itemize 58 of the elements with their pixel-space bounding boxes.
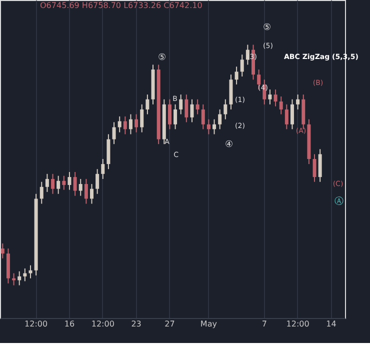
text: O6745.69 H6758.70 L6733.26 C6742.10 bbox=[40, 1, 202, 10]
candlestick bbox=[234, 66, 238, 85]
annotation: ⑤ bbox=[158, 53, 166, 63]
candlestick bbox=[68, 171, 72, 190]
candlestick bbox=[268, 88, 272, 105]
candlestick bbox=[190, 98, 194, 123]
candlestick bbox=[174, 104, 178, 130]
candlestick bbox=[284, 104, 288, 130]
candlestick bbox=[134, 114, 138, 133]
x-tick-label: 12:00 bbox=[24, 320, 48, 328]
candlestick bbox=[140, 104, 144, 133]
candlestick bbox=[84, 178, 88, 204]
candlestick bbox=[146, 94, 150, 115]
candlestick bbox=[184, 94, 188, 123]
candlestick bbox=[312, 154, 316, 182]
candlestick bbox=[240, 54, 244, 77]
candlestick bbox=[78, 178, 82, 196]
candlestick bbox=[62, 175, 66, 190]
candlestick bbox=[45, 173, 49, 192]
candlestick bbox=[96, 168, 100, 194]
candlestick bbox=[101, 158, 105, 180]
candlestick bbox=[90, 184, 94, 204]
candlestick bbox=[196, 98, 200, 115]
candlestick bbox=[23, 268, 27, 282]
candlestick bbox=[0, 242, 4, 259]
candlestick bbox=[18, 270, 22, 286]
candlestick bbox=[218, 108, 222, 130]
x-tick-label: May bbox=[200, 320, 218, 328]
candlestick bbox=[274, 88, 278, 107]
candlestick bbox=[51, 173, 55, 194]
x-tick-label: 23 bbox=[131, 320, 142, 328]
candlestick bbox=[279, 96, 283, 115]
candlestick bbox=[73, 171, 77, 196]
text: ⑤ bbox=[262, 23, 272, 33]
x-tick-label: 16 bbox=[64, 320, 75, 328]
candlestick bbox=[128, 114, 132, 135]
candlestick bbox=[123, 116, 127, 135]
candlestick bbox=[179, 94, 183, 115]
candlestick bbox=[318, 148, 322, 182]
candlestick bbox=[28, 264, 32, 279]
annotation: ④ bbox=[224, 140, 234, 150]
annotation: Ⓐ bbox=[334, 196, 344, 207]
x-tick-label: 14 bbox=[326, 320, 336, 328]
candlestick bbox=[56, 175, 60, 194]
candlestick bbox=[168, 98, 172, 130]
candlestick bbox=[212, 118, 216, 135]
x-tick-label: 7 bbox=[262, 320, 267, 328]
candlestick bbox=[112, 122, 116, 145]
candlestick bbox=[296, 94, 300, 110]
candlestick bbox=[201, 104, 205, 130]
x-tick-label: 27 bbox=[164, 320, 175, 328]
candlestick bbox=[206, 118, 210, 135]
candlestick bbox=[224, 98, 228, 120]
candlestick bbox=[40, 181, 44, 204]
candlestick bbox=[290, 98, 294, 130]
candlestick bbox=[118, 116, 122, 133]
x-tick-label: 12:00 bbox=[91, 320, 114, 328]
x-tick-label: 12:00 bbox=[286, 320, 310, 328]
